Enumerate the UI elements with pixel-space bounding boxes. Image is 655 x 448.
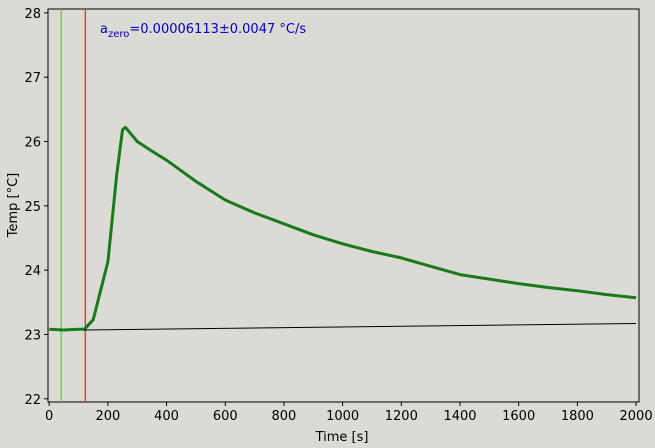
- y-tick-label: 24: [24, 264, 41, 279]
- annotation-sub: zero: [108, 29, 129, 40]
- x-tick-label: 400: [154, 409, 179, 424]
- data-line: [49, 125, 637, 332]
- x-tick-label: 800: [272, 409, 297, 424]
- y-tick-label: 26: [24, 136, 41, 151]
- y-axis-label: Temp [°C]: [6, 173, 21, 239]
- y-tick-label: 27: [24, 71, 41, 86]
- annotation-base: a: [100, 22, 108, 37]
- y-tick-label: 22: [24, 393, 41, 408]
- annotation: azero=0.00006113±0.0047 °C/s: [100, 22, 306, 40]
- x-axis-label: Time [s]: [315, 430, 369, 445]
- x-tick-label: 1400: [443, 409, 476, 424]
- x-tick-label: 600: [213, 409, 238, 424]
- data-line: [84, 323, 637, 331]
- y-tick-label: 25: [24, 200, 41, 215]
- x-tick-label: 1000: [326, 409, 359, 424]
- x-tick-label: 1200: [385, 409, 418, 424]
- y-tick-label: 23: [24, 328, 41, 343]
- annotation-text: =0.00006113±0.0047 °C/s: [129, 22, 306, 37]
- x-tick-label: 1800: [561, 409, 594, 424]
- x-tick-label: 2000: [620, 409, 653, 424]
- x-tick-label: 200: [95, 409, 120, 424]
- x-tick-label: 1600: [502, 409, 535, 424]
- y-tick-label: 28: [24, 7, 41, 22]
- x-tick-label: 0: [45, 409, 53, 424]
